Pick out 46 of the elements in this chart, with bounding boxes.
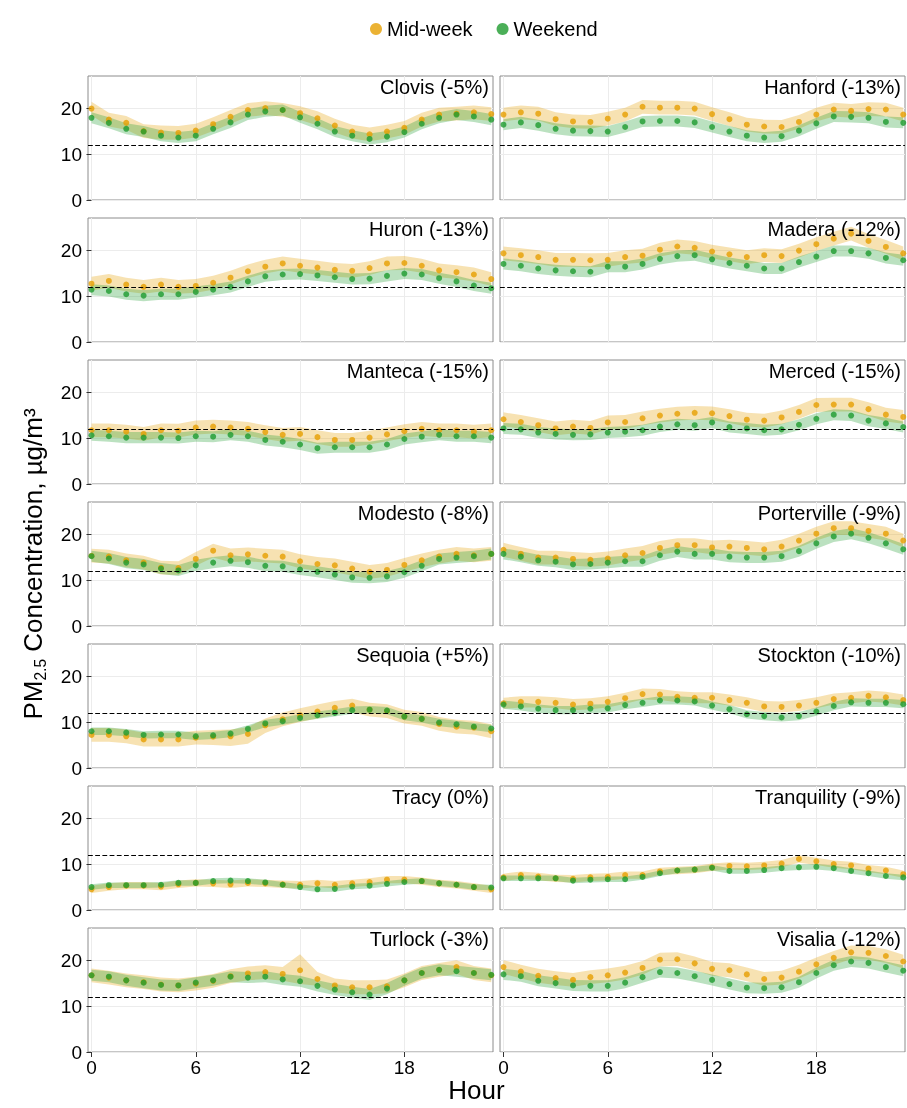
y-tick-label: 0 — [71, 899, 82, 921]
y-tick-label: 20 — [60, 97, 82, 119]
chart-title: Tranquility (-9%) — [755, 786, 902, 808]
x-tick-label: 12 — [289, 1057, 311, 1078]
y-tick-label: 20 — [60, 239, 82, 261]
y-tick-label: 10 — [60, 853, 82, 875]
chart-title: Sequoia (+5%) — [356, 644, 490, 666]
chart-title: Manteca (-15%) — [346, 360, 490, 382]
x-tick-label: 12 — [701, 1057, 723, 1078]
legend-label: Mid-week — [387, 18, 474, 40]
y-tick-label: 10 — [60, 995, 82, 1017]
y-tick-label: 20 — [60, 807, 82, 829]
y-tick-label: 10 — [60, 143, 82, 165]
chart-title: Madera (-12%) — [767, 218, 902, 240]
y-tick-label: 0 — [71, 1041, 82, 1063]
x-tick-label: 18 — [805, 1057, 827, 1078]
y-tick-label: 20 — [60, 381, 82, 403]
chart-title: Clovis (-5%) — [380, 76, 490, 98]
x-axis-title: Hour — [448, 1075, 506, 1105]
y-tick-label: 10 — [60, 711, 82, 733]
chart-title: Merced (-15%) — [768, 360, 902, 382]
legend-label: Weekend — [513, 18, 598, 40]
y-tick-label: 10 — [60, 285, 82, 307]
y-tick-label: 10 — [60, 569, 82, 591]
chart-title: Stockton (-10%) — [757, 644, 901, 666]
chart-title: Tracy (0%) — [391, 786, 490, 808]
x-tick-label: 6 — [602, 1057, 614, 1078]
x-tick-label: 0 — [86, 1057, 97, 1078]
x-tick-label: 6 — [190, 1057, 202, 1078]
chart-title: Porterville (-9%) — [757, 502, 901, 524]
chart-title: Hanford (-13%) — [764, 76, 901, 98]
y-tick-label: 0 — [71, 757, 82, 779]
y-tick-label: 20 — [60, 523, 82, 545]
x-tick-label: 0 — [498, 1057, 509, 1078]
y-tick-label: 10 — [60, 427, 82, 449]
y-tick-label: 0 — [71, 473, 82, 495]
y-tick-label: 20 — [60, 665, 82, 687]
x-tick-label: 18 — [393, 1057, 415, 1078]
y-tick-label: 0 — [71, 615, 82, 637]
y-tick-label: 20 — [60, 949, 82, 971]
chart-title: Visalia (-12%) — [776, 928, 901, 950]
chart-title: Modesto (-8%) — [357, 502, 489, 524]
chart-title: Turlock (-3%) — [369, 928, 490, 950]
y-tick-label: 0 — [71, 189, 82, 211]
chart-title: Huron (-13%) — [368, 218, 490, 240]
y-tick-label: 0 — [71, 331, 82, 353]
